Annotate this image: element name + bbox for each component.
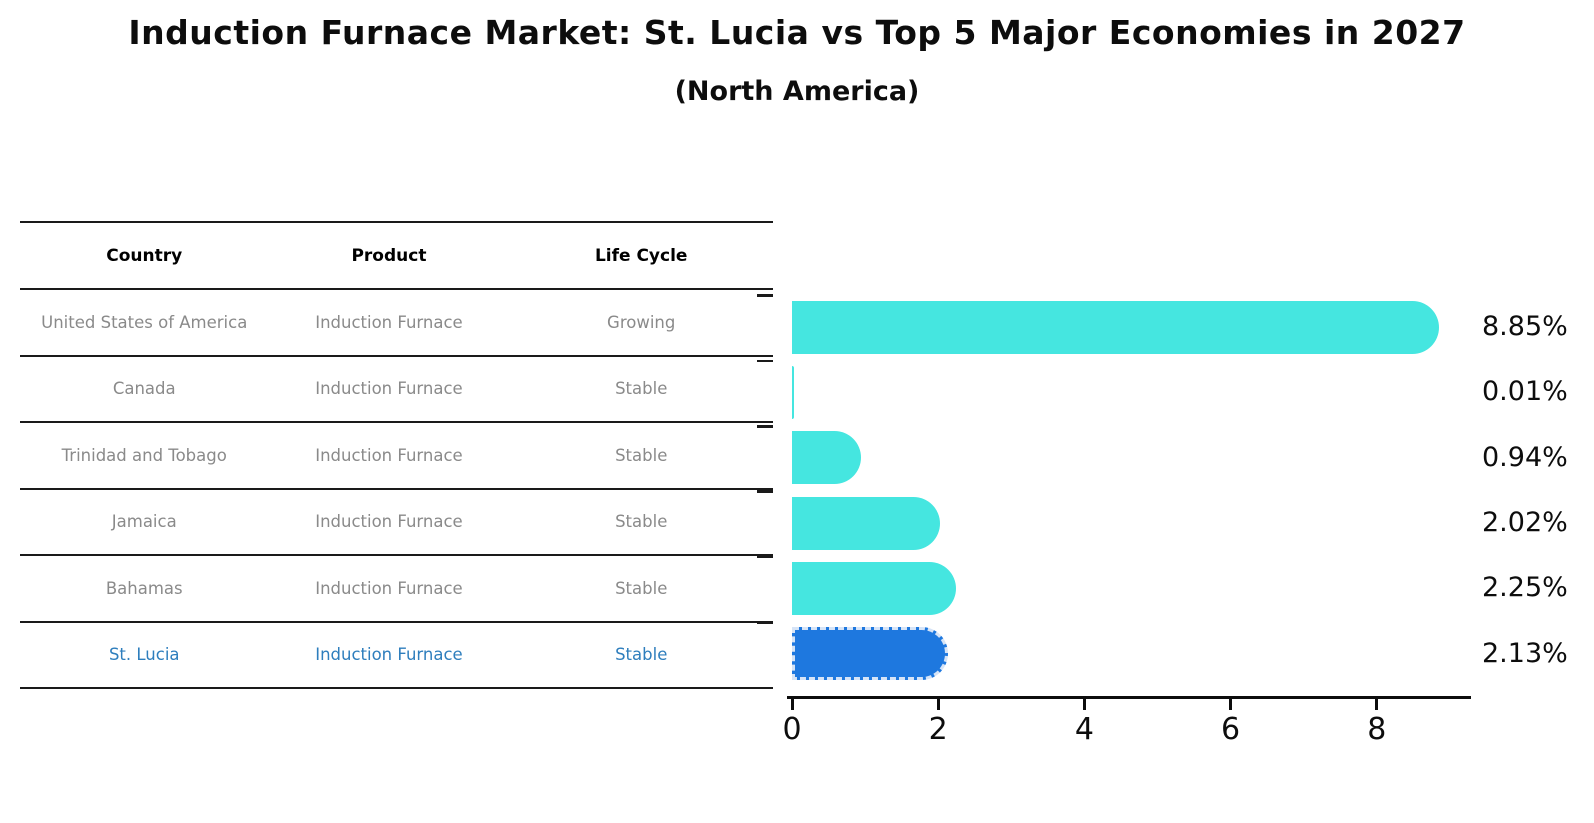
- page-subtitle: (North America): [674, 76, 920, 107]
- table-cell-life-cycle: Stable: [615, 645, 668, 665]
- table-row: Jamaica Induction Furnace Stable: [20, 490, 773, 556]
- table-cell-life-cycle: Stable: [615, 445, 668, 465]
- bar-value-label: 8.85%: [1482, 311, 1568, 342]
- y-tick-mark: [757, 621, 773, 624]
- table-cell-product: Induction Furnace: [315, 512, 463, 532]
- table-cell-life-cycle: Stable: [615, 512, 668, 532]
- x-tick-label: 8: [1367, 712, 1387, 747]
- y-tick-mark: [757, 490, 773, 493]
- x-axis-line: [787, 696, 1471, 699]
- bar-value-label: 2.25%: [1482, 572, 1568, 604]
- x-tick-mark: [790, 699, 794, 710]
- bar: [792, 300, 1439, 354]
- table-cell-life-cycle: Stable: [615, 379, 668, 399]
- x-tick-mark: [1375, 699, 1379, 710]
- bar-value-label: 0.01%: [1482, 376, 1568, 408]
- table-body: United States of America Induction Furnac…: [20, 290, 773, 689]
- bar: [792, 496, 940, 550]
- country-table: Country Product Life Cycle United States…: [20, 221, 773, 689]
- bar-value-label: 2.13%: [1482, 637, 1568, 669]
- x-tick-label: 6: [1221, 712, 1241, 747]
- table-cell-life-cycle: Growing: [607, 312, 676, 332]
- bar-value-label: 2.02%: [1482, 507, 1568, 539]
- y-tick-mark: [757, 425, 773, 428]
- bar-highlight-st-lucia: [792, 627, 948, 681]
- table-row: Canada Induction Furnace Stable: [20, 357, 773, 423]
- y-tick-mark: [757, 686, 773, 690]
- table-cell-country: Jamaica: [111, 512, 177, 532]
- table-cell-product: Induction Furnace: [315, 379, 463, 399]
- table-cell-country: Bahamas: [105, 578, 183, 598]
- table-cell-product: Induction Furnace: [315, 645, 463, 665]
- table-row: St. Lucia Induction Furnace Stable: [20, 623, 773, 689]
- table-row: Bahamas Induction Furnace Stable: [20, 556, 773, 623]
- table-row: United States of America Induction Furnac…: [20, 290, 773, 357]
- x-tick-label: 0: [782, 712, 802, 747]
- table-cell-country: United States of America: [41, 312, 248, 332]
- table-row: Trinidad and Tobago Induction Furnace Stab…: [20, 423, 773, 490]
- table-header-life-cycle: Life Cycle: [594, 245, 688, 266]
- table-cell-life-cycle: Stable: [615, 578, 668, 598]
- table-cell-country: Trinidad and Tobago: [61, 445, 227, 465]
- x-tick-label: 2: [928, 712, 948, 747]
- bar-plot-area: [792, 294, 1471, 687]
- table-cell-product: Induction Furnace: [315, 445, 463, 465]
- y-tick-mark: [757, 555, 773, 559]
- table-cell-product: Induction Furnace: [315, 578, 463, 598]
- table-cell-country: St. Lucia: [108, 645, 180, 665]
- x-tick-label: 4: [1074, 712, 1094, 747]
- y-tick-mark: [757, 294, 773, 297]
- table-header-country: Country: [106, 245, 183, 266]
- y-tick-mark: [757, 359, 773, 363]
- x-tick-mark: [936, 699, 940, 710]
- bar: [792, 365, 794, 419]
- bar: [792, 431, 861, 485]
- table-header-product: Product: [351, 245, 427, 266]
- bar-value-label: 0.94%: [1482, 441, 1568, 473]
- table-header-row: Country Product Life Cycle: [20, 223, 773, 290]
- bar: [792, 561, 957, 615]
- table-cell-product: Induction Furnace: [315, 312, 463, 332]
- x-tick-mark: [1082, 699, 1086, 710]
- page-title: Induction Furnace Market: St. Lucia vs T…: [128, 13, 1466, 52]
- x-tick-mark: [1229, 699, 1233, 710]
- table-cell-country: Canada: [112, 379, 176, 399]
